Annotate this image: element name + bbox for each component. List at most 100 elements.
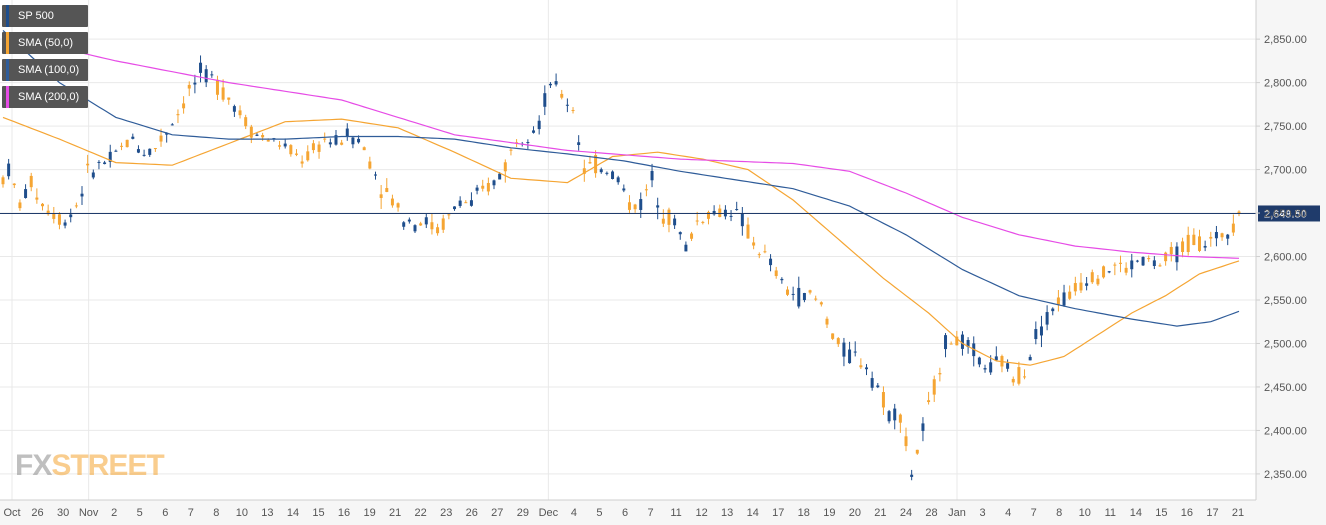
legend-item-sma50[interactable]: SMA (50,0): [2, 32, 89, 54]
candle-body: [582, 168, 586, 174]
x-tick-label: 2: [111, 507, 117, 519]
candle-body: [1181, 241, 1185, 252]
candle-body: [859, 365, 863, 368]
candle-body: [848, 349, 852, 364]
candle-body: [718, 208, 722, 218]
candle-body: [656, 205, 660, 208]
candle-body: [74, 205, 78, 207]
candle-body: [486, 182, 490, 192]
x-tick-label: 27: [491, 507, 503, 519]
candle-body: [673, 218, 677, 226]
candle-body: [825, 318, 829, 325]
candle-body: [159, 135, 163, 142]
candle-body: [1, 177, 5, 185]
x-tick-label: 20: [849, 507, 861, 519]
x-tick-label: 7: [647, 507, 653, 519]
candle-body: [977, 357, 981, 365]
candle-body: [746, 224, 750, 239]
candle-body: [475, 187, 479, 191]
candle-body: [690, 233, 694, 239]
candle-body: [80, 193, 84, 197]
candle-body: [763, 251, 767, 253]
candle-body: [221, 87, 225, 100]
x-tick-label: 16: [338, 507, 350, 519]
candle-body: [644, 189, 648, 191]
legend-swatch: [6, 32, 9, 54]
candle-body: [311, 143, 315, 151]
legend-label: SMA (50,0): [18, 37, 74, 49]
candle-body: [797, 287, 801, 307]
x-tick-label: 14: [747, 507, 759, 519]
candle-body: [881, 392, 885, 408]
candle-body: [1006, 363, 1010, 369]
candle-body: [735, 209, 739, 211]
candle-body: [532, 130, 536, 133]
candle-body: [357, 138, 361, 143]
candle-body: [210, 74, 214, 76]
legend: SP 500 SMA (50,0) SMA (100,0) SMA (200,0…: [2, 5, 89, 108]
legend-item-sma100[interactable]: SMA (100,0): [2, 59, 89, 81]
candle-body: [740, 213, 744, 227]
logo-fx: FX: [15, 449, 52, 482]
x-tick-label: 15: [1155, 507, 1167, 519]
candle-body: [266, 139, 270, 142]
candle-body: [35, 197, 39, 200]
candle-body: [983, 368, 987, 370]
candle-body: [227, 97, 231, 100]
candle-body: [548, 83, 552, 86]
x-tick-label: 29: [517, 507, 529, 519]
candle-body: [1096, 278, 1100, 285]
legend-item-sp500[interactable]: SP 500: [2, 5, 89, 27]
candle-body: [1192, 234, 1196, 246]
candle-body: [120, 145, 124, 147]
candle-body: [955, 336, 959, 346]
x-tick-label: 17: [772, 507, 784, 519]
candle-body: [108, 151, 112, 162]
legend-label: SMA (200,0): [18, 91, 80, 103]
candle-body: [791, 293, 795, 295]
candle-body: [469, 200, 473, 206]
candle-body: [18, 202, 22, 209]
candle-body: [1090, 272, 1094, 283]
y-tick-label: 2,400.00: [1264, 425, 1307, 437]
candle-body: [317, 144, 321, 152]
candle-body: [571, 109, 575, 111]
y-tick-label: 2,650.00: [1264, 208, 1307, 220]
candle-body: [441, 218, 445, 230]
candle-body: [57, 214, 61, 225]
candle-body: [893, 408, 897, 421]
candle-body: [278, 145, 282, 147]
candle-body: [836, 338, 840, 345]
candle-body: [752, 242, 756, 246]
candle-body: [373, 174, 377, 176]
candle-body: [1011, 378, 1015, 383]
x-tick-label: 26: [31, 507, 43, 519]
y-tick-label: 2,450.00: [1264, 382, 1307, 394]
candle-body: [238, 110, 242, 116]
candle-body: [611, 171, 615, 179]
candle-body: [639, 199, 643, 210]
x-tick-label: Nov: [79, 507, 99, 519]
candle-body: [390, 198, 394, 206]
x-tick-label: 17: [1206, 507, 1218, 519]
candle-body: [927, 400, 931, 403]
candle-body: [616, 177, 620, 183]
x-tick-label: 14: [287, 507, 299, 519]
legend-item-sma200[interactable]: SMA (200,0): [2, 86, 89, 108]
candle-body: [701, 221, 705, 223]
candle-body: [949, 343, 953, 345]
candle-body: [1124, 267, 1128, 273]
candle-body: [1231, 223, 1235, 233]
candle-body: [142, 154, 146, 156]
candle-body: [526, 142, 530, 144]
legend-swatch: [6, 59, 9, 81]
candle-body: [52, 213, 56, 219]
candle-body: [876, 385, 880, 388]
x-tick-label: 8: [1056, 507, 1062, 519]
candle-body: [1158, 265, 1162, 267]
y-tick-label: 2,500.00: [1264, 338, 1307, 350]
candle-body: [261, 135, 265, 138]
x-tick-label: Dec: [539, 507, 559, 519]
candle-body: [464, 202, 468, 204]
